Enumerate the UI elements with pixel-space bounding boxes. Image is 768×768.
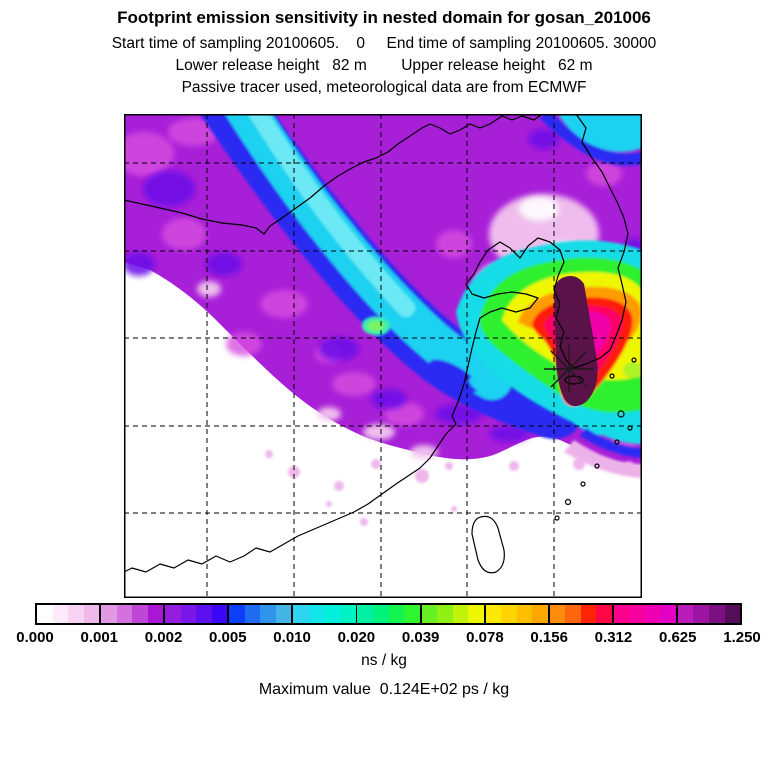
- north-border-line: [124, 114, 543, 235]
- colorbar-tick-label: 0.156: [530, 629, 568, 646]
- korea-china-coast: [124, 217, 629, 573]
- map-plot: [124, 114, 642, 598]
- colorbar-segment: [677, 605, 741, 623]
- receptor-marker: [544, 345, 594, 393]
- taiwan-island: [471, 515, 505, 574]
- colorbar-segment: [37, 605, 102, 623]
- colorbar-segment: [485, 605, 550, 623]
- colorbar-segment: [421, 605, 486, 623]
- pink-speckles: [265, 450, 634, 526]
- colorbar-segment: [229, 605, 294, 623]
- colorbar-tick-label: 0.005: [209, 629, 247, 646]
- sampling-time-line: Start time of sampling 20100605. 0 End t…: [111, 35, 657, 52]
- colorbar-tick-label: 1.250: [723, 629, 761, 646]
- colorbar-segment: [165, 605, 230, 623]
- colorbar-tick-label: 0.625: [658, 629, 697, 646]
- colorbar: [35, 603, 742, 625]
- colorbar-tick-label: 0.039: [401, 629, 440, 646]
- tracer-line: Passive tracer used, meteorological data…: [181, 79, 587, 96]
- colorbar-tick-label: 0.001: [80, 629, 119, 646]
- jeju-island: [564, 375, 584, 385]
- colorbar-segment: [101, 605, 166, 623]
- colorbar-tick-label: 0.078: [466, 629, 504, 646]
- colorbar-segment: [357, 605, 422, 623]
- coastlines: [124, 114, 637, 574]
- colorbar-tick-label: 0.010: [273, 629, 311, 646]
- colorbar-segment: [549, 605, 614, 623]
- colorbar-segment: [293, 605, 358, 623]
- northeast-coast: [575, 114, 625, 219]
- maximum-value-label: Maximum value 0.124E+02 ps / kg: [258, 681, 510, 698]
- colorbar-segment: [613, 605, 678, 623]
- sensitivity-map: [124, 114, 642, 598]
- colorbar-tick-label: 0.002: [144, 629, 183, 646]
- colorbar-tick-label: 0.000: [16, 629, 54, 646]
- plot-title: Footprint emission sensitivity in nested…: [117, 8, 651, 27]
- colorbar-ticks: 0.000 0.001 0.002 0.005 0.010 0.020 0.039 0.078…: [0, 629, 768, 647]
- colorbar-tick-label: 0.020: [337, 629, 376, 646]
- cyan-band: [200, 114, 642, 439]
- map-frame: [124, 114, 642, 598]
- colorbar-tick-label: 0.312: [594, 629, 633, 646]
- colorbar-units-label: ns / kg: [361, 652, 407, 669]
- release-height-line: Lower release height 82 m Upper release …: [175, 57, 593, 74]
